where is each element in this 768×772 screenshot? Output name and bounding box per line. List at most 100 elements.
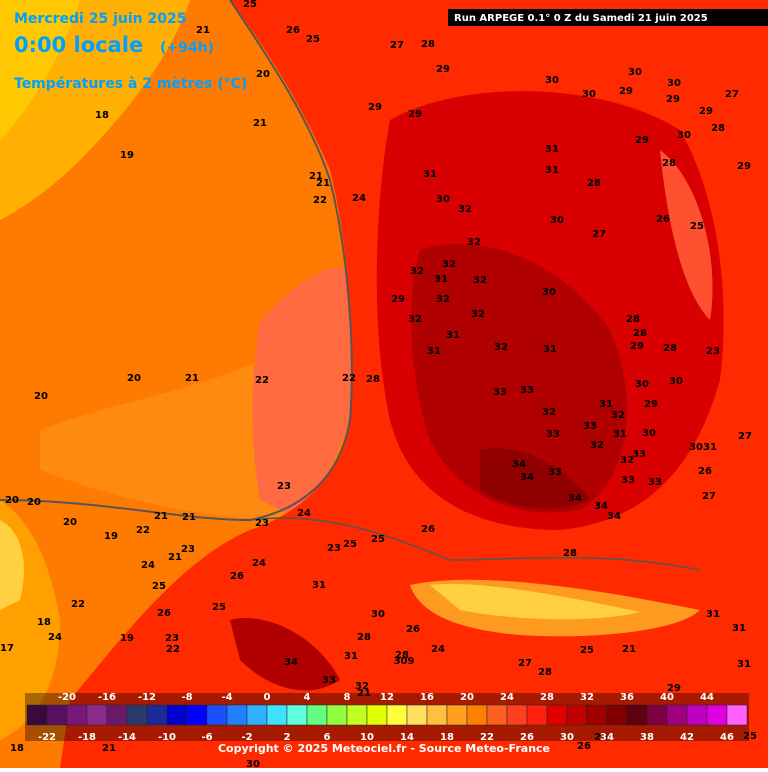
colorbar-swatch bbox=[286, 704, 308, 726]
run-info: Run ARPEGE 0.1° 0 Z du Samedi 21 juin 20… bbox=[454, 13, 708, 24]
temperature-label: 24 bbox=[252, 558, 266, 569]
temperature-label: 21 bbox=[102, 743, 116, 754]
colorbar-swatch bbox=[606, 704, 628, 726]
temperature-label: 29 bbox=[619, 86, 633, 97]
colorbar-swatch bbox=[546, 704, 568, 726]
colorbar-swatch bbox=[246, 704, 268, 726]
colorbar-label: -4 bbox=[221, 692, 232, 703]
temperature-label: 34 bbox=[512, 459, 526, 470]
temperature-label: 32 bbox=[590, 440, 604, 451]
colorbar-swatch bbox=[706, 704, 728, 726]
colorbar-swatch bbox=[686, 704, 708, 726]
temperature-label: 34 bbox=[284, 657, 298, 668]
colorbar-swatch bbox=[346, 704, 368, 726]
colorbar-swatch bbox=[626, 704, 648, 726]
temperature-label: 29 bbox=[436, 64, 450, 75]
temperature-label: 31 bbox=[434, 274, 448, 285]
temperature-label: 21 bbox=[154, 511, 168, 522]
colorbar-label: 32 bbox=[580, 692, 594, 703]
coastal-water bbox=[252, 267, 360, 520]
colorbar-label: 14 bbox=[400, 732, 414, 743]
temperature-label: 33 bbox=[648, 477, 662, 488]
colorbar-label: 34 bbox=[600, 732, 614, 743]
temperature-label: 20 bbox=[63, 517, 77, 528]
colorbar-label: -22 bbox=[38, 732, 56, 743]
temperature-label: 26 bbox=[577, 741, 591, 752]
temperature-label: 22 bbox=[166, 644, 180, 655]
lead-time: (+94h) bbox=[160, 40, 214, 56]
temperature-label: 29 bbox=[644, 399, 658, 410]
colorbar-label: 2 bbox=[284, 732, 291, 743]
temperature-label: 28 bbox=[662, 158, 676, 169]
colorbar-label: 26 bbox=[520, 732, 534, 743]
warm-zone bbox=[0, 0, 80, 140]
colorbar-label: 22 bbox=[480, 732, 494, 743]
variable: Températures à 2 mètres (°C) bbox=[14, 76, 247, 92]
coastline bbox=[0, 0, 353, 522]
temperature-label: 22 bbox=[71, 599, 85, 610]
temperature-label: 30 bbox=[677, 130, 691, 141]
temperature-label: 21 bbox=[185, 373, 199, 384]
temperature-label: 32 bbox=[611, 410, 625, 421]
temperature-label: 24 bbox=[352, 193, 366, 204]
temperature-label: 26 bbox=[230, 571, 244, 582]
temperature-label: 21 bbox=[309, 171, 323, 182]
temperature-label: 32 bbox=[467, 237, 481, 248]
temperature-label: 32 bbox=[458, 204, 472, 215]
temperature-label: 21 bbox=[182, 512, 196, 523]
colorbar-swatch bbox=[466, 704, 488, 726]
colorbar-label: 0 bbox=[264, 692, 271, 703]
colorbar-label: 38 bbox=[640, 732, 654, 743]
temperature-label: 21 bbox=[316, 178, 330, 189]
temperature-label: 25 bbox=[152, 581, 166, 592]
colorbar-swatch bbox=[306, 704, 328, 726]
temperature-label: 28 bbox=[711, 123, 725, 134]
colorbar-label: 4 bbox=[304, 692, 311, 703]
temperature-label: 28 bbox=[633, 328, 647, 339]
temperature-label: 24 bbox=[141, 560, 155, 571]
colorbar-swatch bbox=[406, 704, 428, 726]
ocean-band bbox=[0, 520, 24, 610]
temperature-label: 26 bbox=[286, 25, 300, 36]
temperature-label: 33 bbox=[632, 449, 646, 460]
colorbar-swatch bbox=[66, 704, 88, 726]
colorbar-swatch bbox=[266, 704, 288, 726]
temperature-label: 31 bbox=[446, 330, 460, 341]
temperature-label: 24 bbox=[48, 632, 62, 643]
temperature-label: 32 bbox=[442, 259, 456, 270]
colorbar-label: 6 bbox=[324, 732, 331, 743]
colorbar-label: -10 bbox=[158, 732, 176, 743]
colorbar-swatch bbox=[506, 704, 528, 726]
temperature-label: 31 bbox=[543, 344, 557, 355]
colorbar-swatch bbox=[586, 704, 608, 726]
temperature-label: 30 bbox=[542, 287, 556, 298]
temperature-label: 31 bbox=[427, 346, 441, 357]
temperature-label: 18 bbox=[95, 110, 109, 121]
temperature-label: 22 bbox=[342, 373, 356, 384]
temperature-label: 31 bbox=[545, 144, 559, 155]
colorbar-swatch bbox=[726, 704, 748, 726]
colorbar-swatch bbox=[46, 704, 68, 726]
temperature-label: 28 bbox=[563, 548, 577, 559]
temperature-label: 30 bbox=[246, 759, 260, 768]
temperature-label: 30 bbox=[371, 609, 385, 620]
temperature-label: 26 bbox=[157, 608, 171, 619]
colorbar-label: 8 bbox=[344, 692, 351, 703]
temperature-label: 25 bbox=[306, 34, 320, 45]
temperature-label: 19 bbox=[120, 150, 134, 161]
colorbar-swatch bbox=[326, 704, 348, 726]
temperature-label: 32 bbox=[620, 455, 634, 466]
colorbar-label: 16 bbox=[420, 692, 434, 703]
colorbar-swatch bbox=[186, 704, 208, 726]
temperature-label: 25 bbox=[580, 645, 594, 656]
temperature-label: 27 bbox=[390, 40, 404, 51]
temperature-label: 30 bbox=[689, 442, 703, 453]
temperature-label: 24 bbox=[431, 644, 445, 655]
temperature-label: 20 bbox=[27, 497, 41, 508]
temperature-label: 34 bbox=[607, 511, 621, 522]
temperature-label: 25 bbox=[212, 602, 226, 613]
colorbar-label: 30 bbox=[560, 732, 574, 743]
colorbar-swatch bbox=[226, 704, 248, 726]
temperature-label: 21 bbox=[168, 552, 182, 563]
hot-zone bbox=[480, 448, 590, 509]
